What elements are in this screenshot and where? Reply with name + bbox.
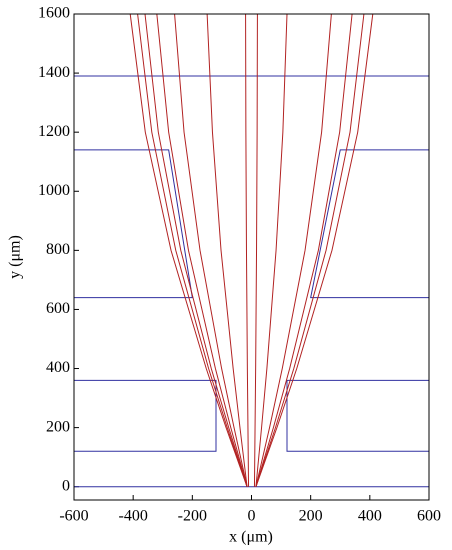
y-tick-label: 1200: [38, 123, 70, 140]
trajectory: [253, 13, 258, 487]
electrode: [310, 149, 429, 299]
x-tick-label: 400: [358, 508, 382, 525]
y-tick-label: 400: [46, 359, 70, 376]
trajectory: [129, 13, 248, 487]
trajectory: [137, 13, 248, 487]
trajectory: [255, 13, 353, 487]
trajectory: [156, 13, 248, 487]
y-tick-label: 200: [46, 418, 70, 435]
trajectory: [245, 13, 250, 487]
x-tick-label: -400: [119, 508, 148, 525]
y-tick-label: 800: [46, 241, 70, 258]
trajectory: [255, 13, 365, 487]
x-tick-label: 200: [299, 508, 323, 525]
trajectory: [255, 13, 332, 487]
trajectory: [206, 13, 248, 487]
x-tick-label: 0: [248, 508, 256, 525]
plot-frame: [73, 13, 430, 501]
electrode: [286, 379, 429, 452]
x-tick-label: -200: [178, 508, 207, 525]
trajectory: [144, 13, 248, 487]
trajectory: [255, 13, 374, 487]
y-axis-label: y (μm): [7, 235, 24, 279]
trajectory: [174, 13, 248, 487]
y-tick-label: 1400: [38, 64, 70, 81]
x-axis-label: x (μm): [229, 529, 273, 546]
y-tick-label: 600: [46, 300, 70, 317]
x-tick-label: 600: [417, 508, 441, 525]
x-tick-label: -600: [59, 508, 88, 525]
trajectory: [255, 13, 288, 487]
y-tick-label: 0: [62, 477, 70, 494]
y-tick-label: 1600: [38, 5, 70, 22]
y-tick-label: 1000: [38, 182, 70, 199]
electrode: [74, 149, 193, 299]
electrode: [74, 379, 217, 452]
